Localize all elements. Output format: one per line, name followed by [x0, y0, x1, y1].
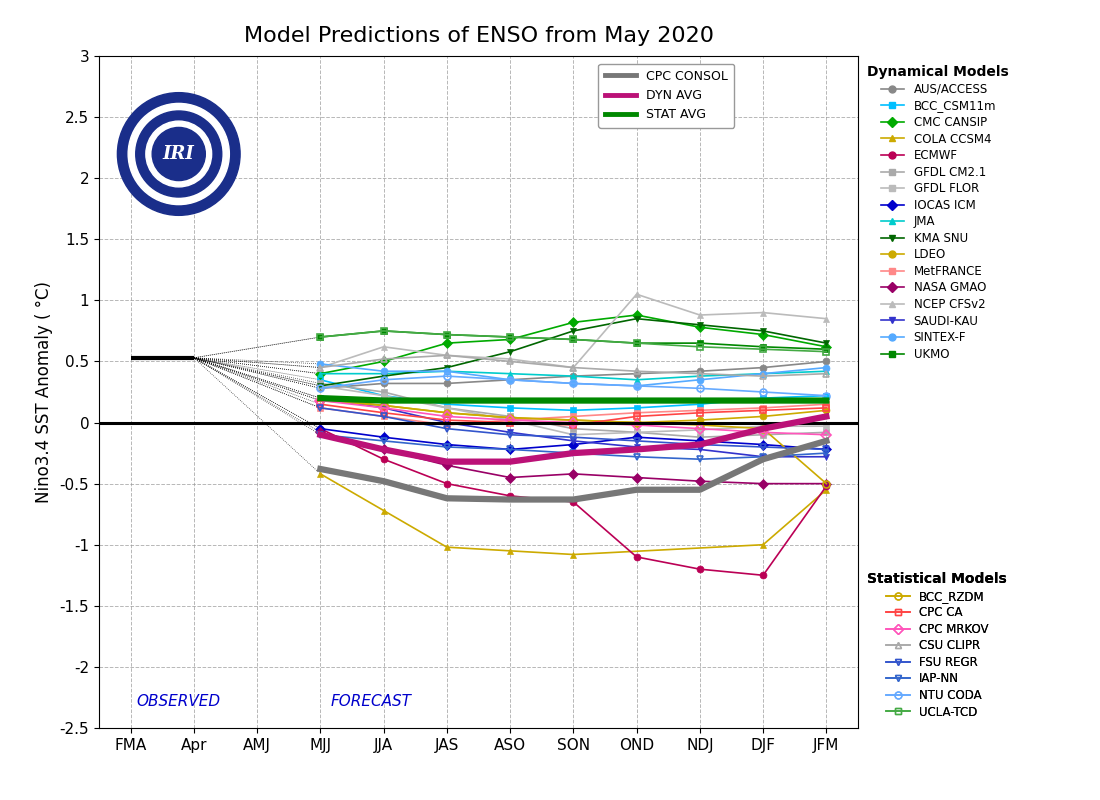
Circle shape	[128, 103, 229, 205]
Circle shape	[152, 127, 206, 181]
Text: OBSERVED: OBSERVED	[136, 694, 220, 709]
Text: IRI: IRI	[163, 145, 195, 163]
Title: Model Predictions of ENSO from May 2020: Model Predictions of ENSO from May 2020	[243, 26, 714, 46]
Circle shape	[135, 111, 222, 197]
Text: FORECAST: FORECAST	[330, 694, 411, 709]
Circle shape	[118, 93, 240, 215]
Legend: BCC_RZDM, CPC CA, CPC MRKOV, CSU CLIPR, FSU REGR, IAP-NN, NTU CODA, UCLA-TCD: BCC_RZDM, CPC CA, CPC MRKOV, CSU CLIPR, …	[864, 569, 1011, 722]
Y-axis label: Nino3.4 SST Anomaly ( °C): Nino3.4 SST Anomaly ( °C)	[35, 281, 53, 503]
Circle shape	[146, 121, 211, 187]
